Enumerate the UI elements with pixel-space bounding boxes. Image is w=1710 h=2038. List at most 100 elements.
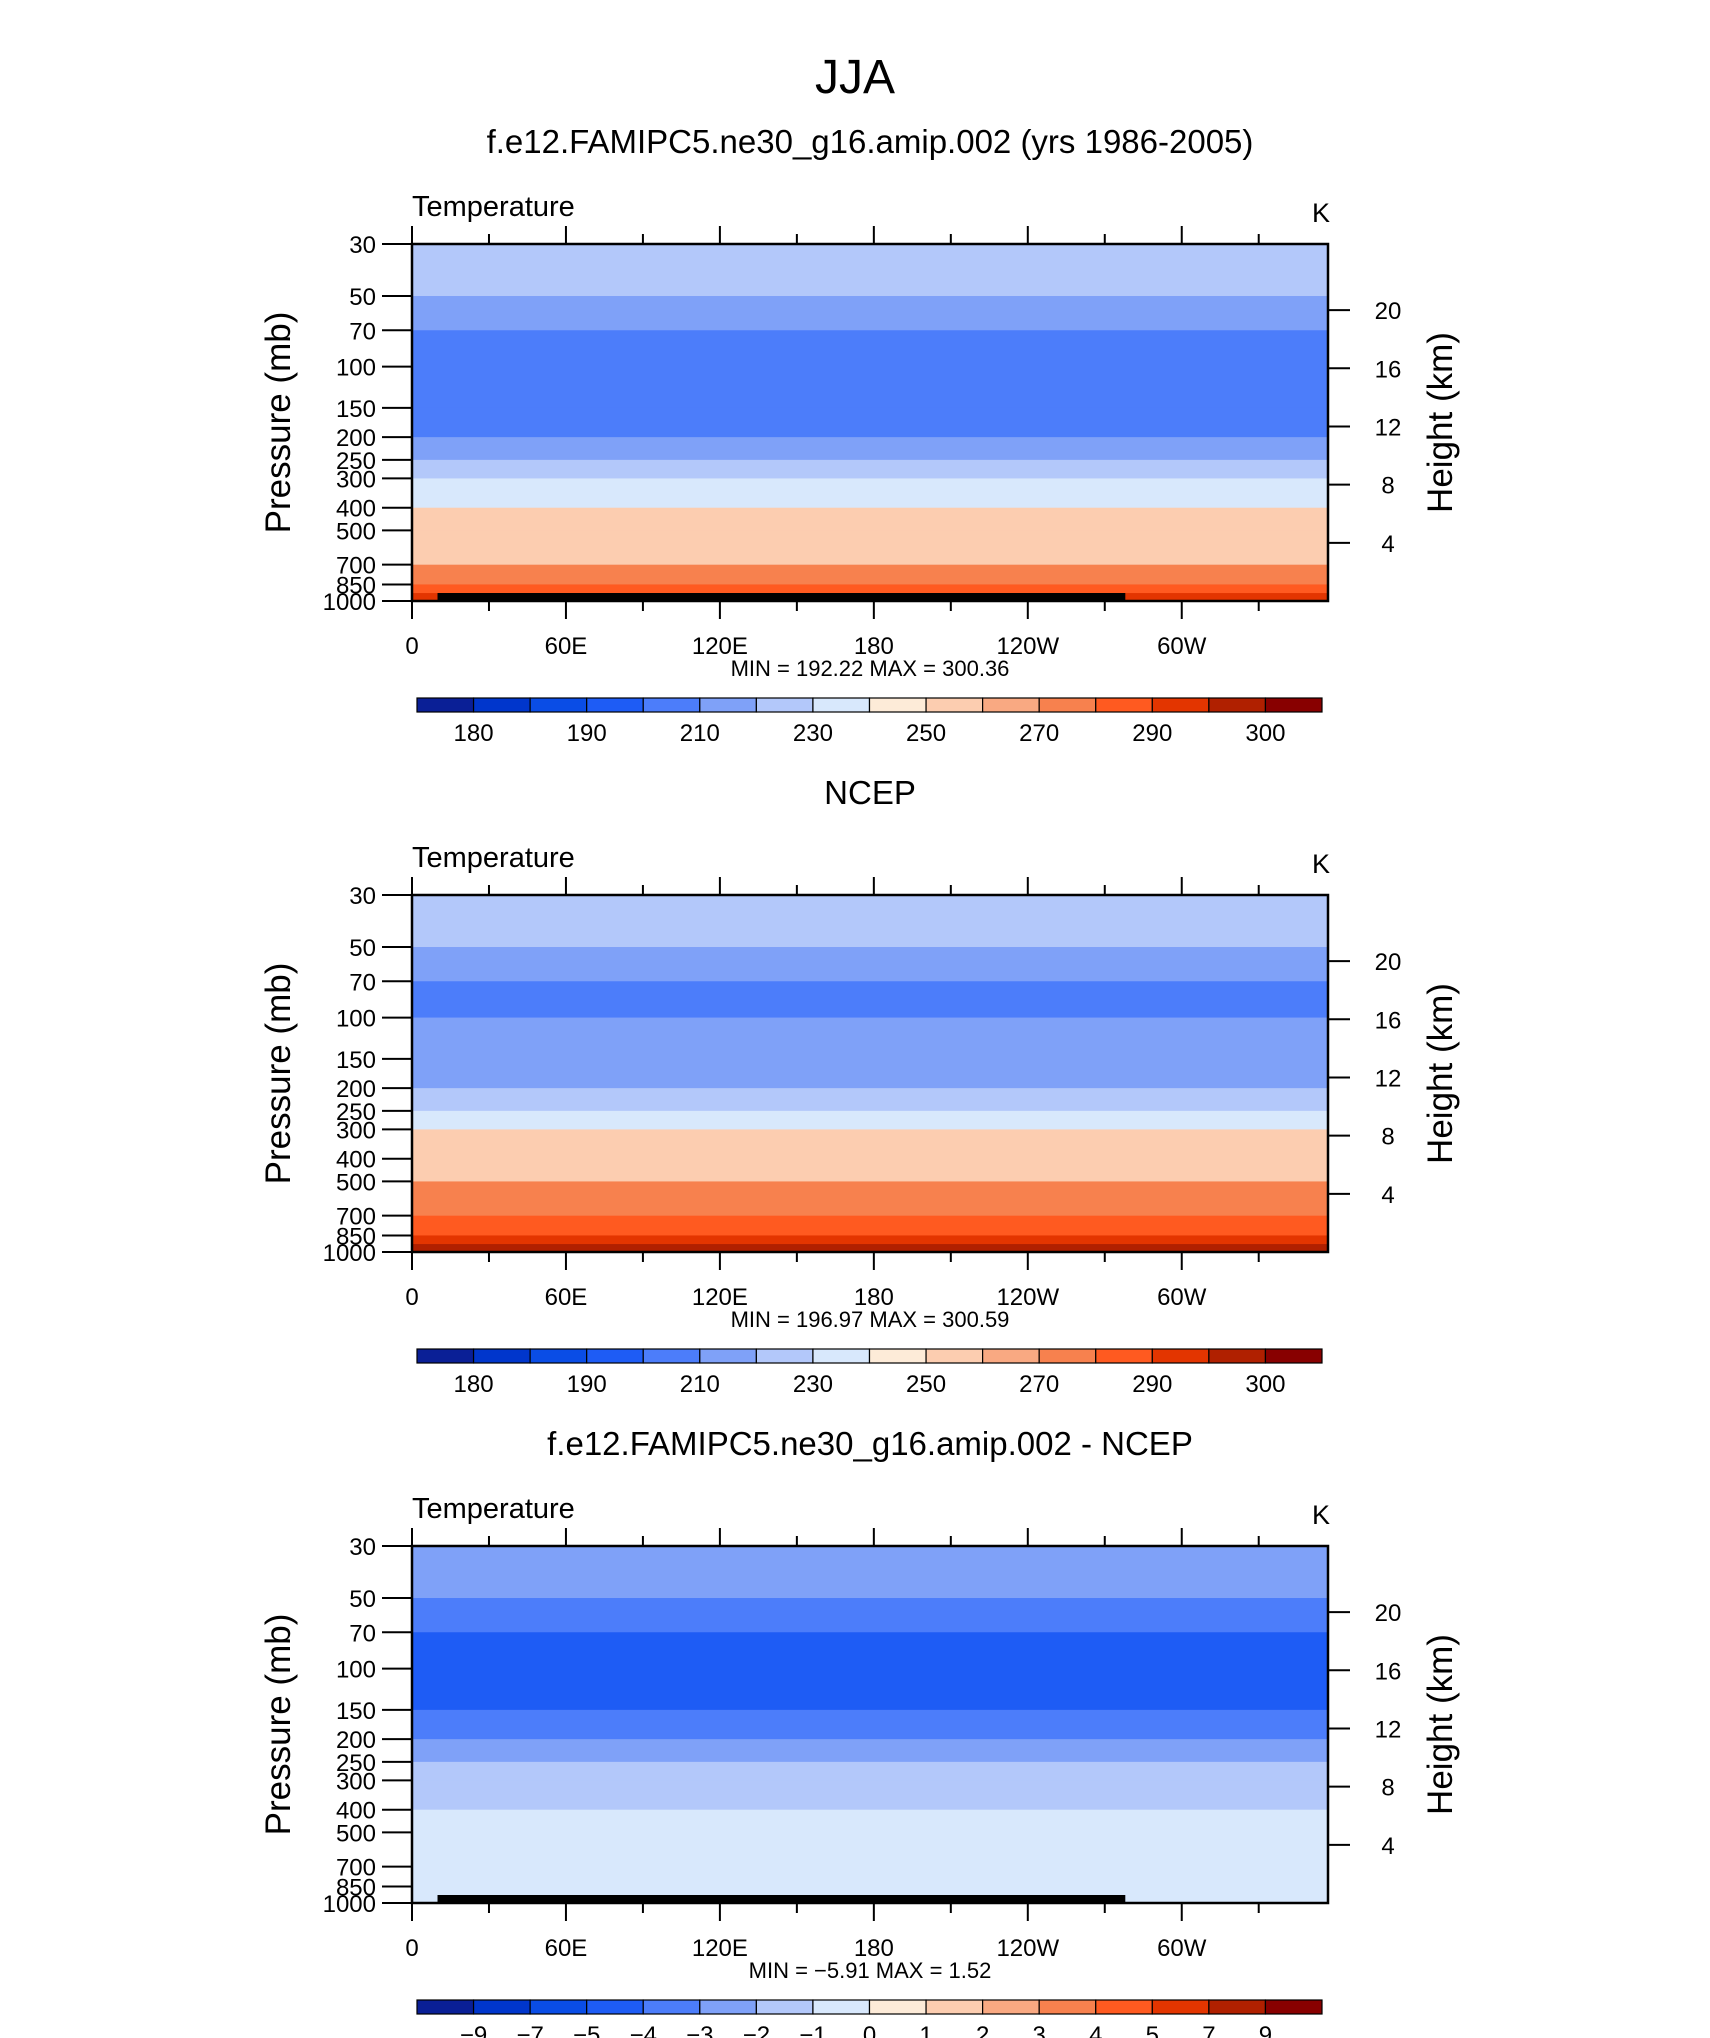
contour-band xyxy=(412,981,1328,1019)
colorbar-label: 250 xyxy=(906,720,946,747)
colorbar-box xyxy=(868,1348,927,1364)
y-tick-label: 400 xyxy=(336,496,376,523)
x-tick-label: 120W xyxy=(996,1284,1059,1311)
colorbar-label: 3 xyxy=(1033,2022,1046,2038)
x-tick-label: 120W xyxy=(996,633,1059,660)
colorbar-box xyxy=(586,697,644,713)
contour-band xyxy=(412,459,1328,479)
contour-band xyxy=(412,1244,1328,1253)
height-tick-label: 8 xyxy=(1381,1775,1394,1802)
y-tick-label: 30 xyxy=(349,883,376,910)
colorbar: −9 −7 −5 −4 −3 −2 −1 0 1 2 3 4 5 7 9 xyxy=(416,1999,1323,2038)
height-tick-label: 12 xyxy=(1375,1065,1402,1092)
y-tick-label: 250 xyxy=(336,1099,376,1126)
colorbar-box xyxy=(699,697,757,713)
y-tick-label: 400 xyxy=(336,1798,376,1825)
y-tick-label: 850 xyxy=(336,1874,376,1901)
height-tick-label: 12 xyxy=(1375,1716,1402,1743)
contour-band xyxy=(412,478,1328,509)
y-tick-label: 50 xyxy=(349,1586,376,1613)
height-tick-label: 20 xyxy=(1375,298,1402,325)
x-tick-label: 180 xyxy=(854,1935,894,1962)
colorbar-label: −9 xyxy=(460,2022,487,2038)
y-tick-label: 200 xyxy=(336,1076,376,1103)
contour-band xyxy=(412,1058,1328,1089)
contour-band xyxy=(412,1546,1328,1599)
y-tick-label: 250 xyxy=(336,1750,376,1777)
colorbar-box xyxy=(416,1999,475,2015)
page-title: JJA xyxy=(815,51,895,104)
colorbar-box xyxy=(755,697,814,713)
colorbar-label: 290 xyxy=(1132,1371,1172,1398)
colorbar-box xyxy=(1038,1348,1097,1364)
colorbar-label: −3 xyxy=(686,2022,713,2038)
x-tick-label: 0 xyxy=(405,633,418,660)
colorbar-box xyxy=(699,1999,757,2015)
contour-band xyxy=(412,296,1328,331)
x-tick-label: 180 xyxy=(854,633,894,660)
y-tick-label: 300 xyxy=(336,1768,376,1795)
height-tick-label: 20 xyxy=(1375,949,1402,976)
y-tick-label: 500 xyxy=(336,518,376,545)
colorbar-box xyxy=(1095,1348,1153,1364)
y-tick-label: 70 xyxy=(349,969,376,996)
contour-band xyxy=(412,1809,1328,1833)
colorbar-box xyxy=(925,697,984,713)
contour-band xyxy=(412,1761,1328,1781)
height-tick-label: 4 xyxy=(1381,531,1394,558)
y-tick-label: 100 xyxy=(336,1006,376,1033)
colorbar-box xyxy=(1151,1999,1210,2015)
colorbar-label: 230 xyxy=(793,1371,833,1398)
contour-band xyxy=(412,244,1328,297)
contour-band xyxy=(412,1886,1328,1896)
y-tick-label: 30 xyxy=(349,232,376,259)
x-tick-label: 60E xyxy=(545,1284,588,1311)
y-axis-title-right: Height (km) xyxy=(1421,983,1460,1164)
plot-frame xyxy=(410,242,1330,603)
colorbar-box xyxy=(642,1348,701,1364)
colorbar-box xyxy=(416,697,475,713)
height-tick-label: 16 xyxy=(1375,356,1402,383)
chart-panel: f.e12.FAMIPC5.ne30_g16.amip.002 - NCEP Te… xyxy=(259,1425,1460,2038)
colorbar-label: 210 xyxy=(680,1371,720,1398)
contour-band xyxy=(412,437,1328,461)
contour-band xyxy=(412,530,1328,566)
colorbar: 180 190 210 230 250 270 290 300 xyxy=(416,697,1323,747)
contour-band xyxy=(412,1598,1328,1633)
contour-band xyxy=(412,330,1328,368)
contour-fill xyxy=(412,244,1328,602)
y-tick-label: 70 xyxy=(349,318,376,345)
y-tick-label: 500 xyxy=(336,1169,376,1196)
contour-band xyxy=(412,1017,1328,1060)
x-tick-label: 60W xyxy=(1157,633,1207,660)
variable-label: Temperature xyxy=(412,1493,575,1525)
colorbar-box xyxy=(699,1348,757,1364)
y-tick-label: 1000 xyxy=(323,1240,376,1267)
colorbar-box xyxy=(812,1348,871,1364)
colorbar-box xyxy=(586,1999,644,2015)
colorbar-label: −2 xyxy=(743,2022,770,2038)
colorbar-box xyxy=(642,697,701,713)
colorbar-box xyxy=(868,1999,927,2015)
colorbar-box xyxy=(1038,1999,1097,2015)
contour-band xyxy=(412,1129,1328,1160)
y-tick-label: 100 xyxy=(336,1657,376,1684)
colorbar-label: 180 xyxy=(454,720,494,747)
colorbar-box xyxy=(925,1348,984,1364)
y-tick-label: 50 xyxy=(349,935,376,962)
chart-title: NCEP xyxy=(824,774,916,811)
colorbar-label: 270 xyxy=(1019,1371,1059,1398)
contour-band xyxy=(412,1632,1328,1670)
colorbar-label: 0 xyxy=(863,2022,876,2038)
plot-frame xyxy=(410,893,1330,1254)
colorbar-label: 1 xyxy=(919,2022,932,2038)
variable-label: Temperature xyxy=(412,842,575,874)
contour-band xyxy=(412,584,1328,594)
variable-label: Temperature xyxy=(412,191,575,223)
contour-band xyxy=(412,507,1328,531)
y-tick-label: 200 xyxy=(336,1727,376,1754)
y-tick-label: 150 xyxy=(336,396,376,423)
y-tick-label: 150 xyxy=(336,1047,376,1074)
colorbar-box xyxy=(529,1348,588,1364)
contour-band xyxy=(412,1866,1328,1887)
